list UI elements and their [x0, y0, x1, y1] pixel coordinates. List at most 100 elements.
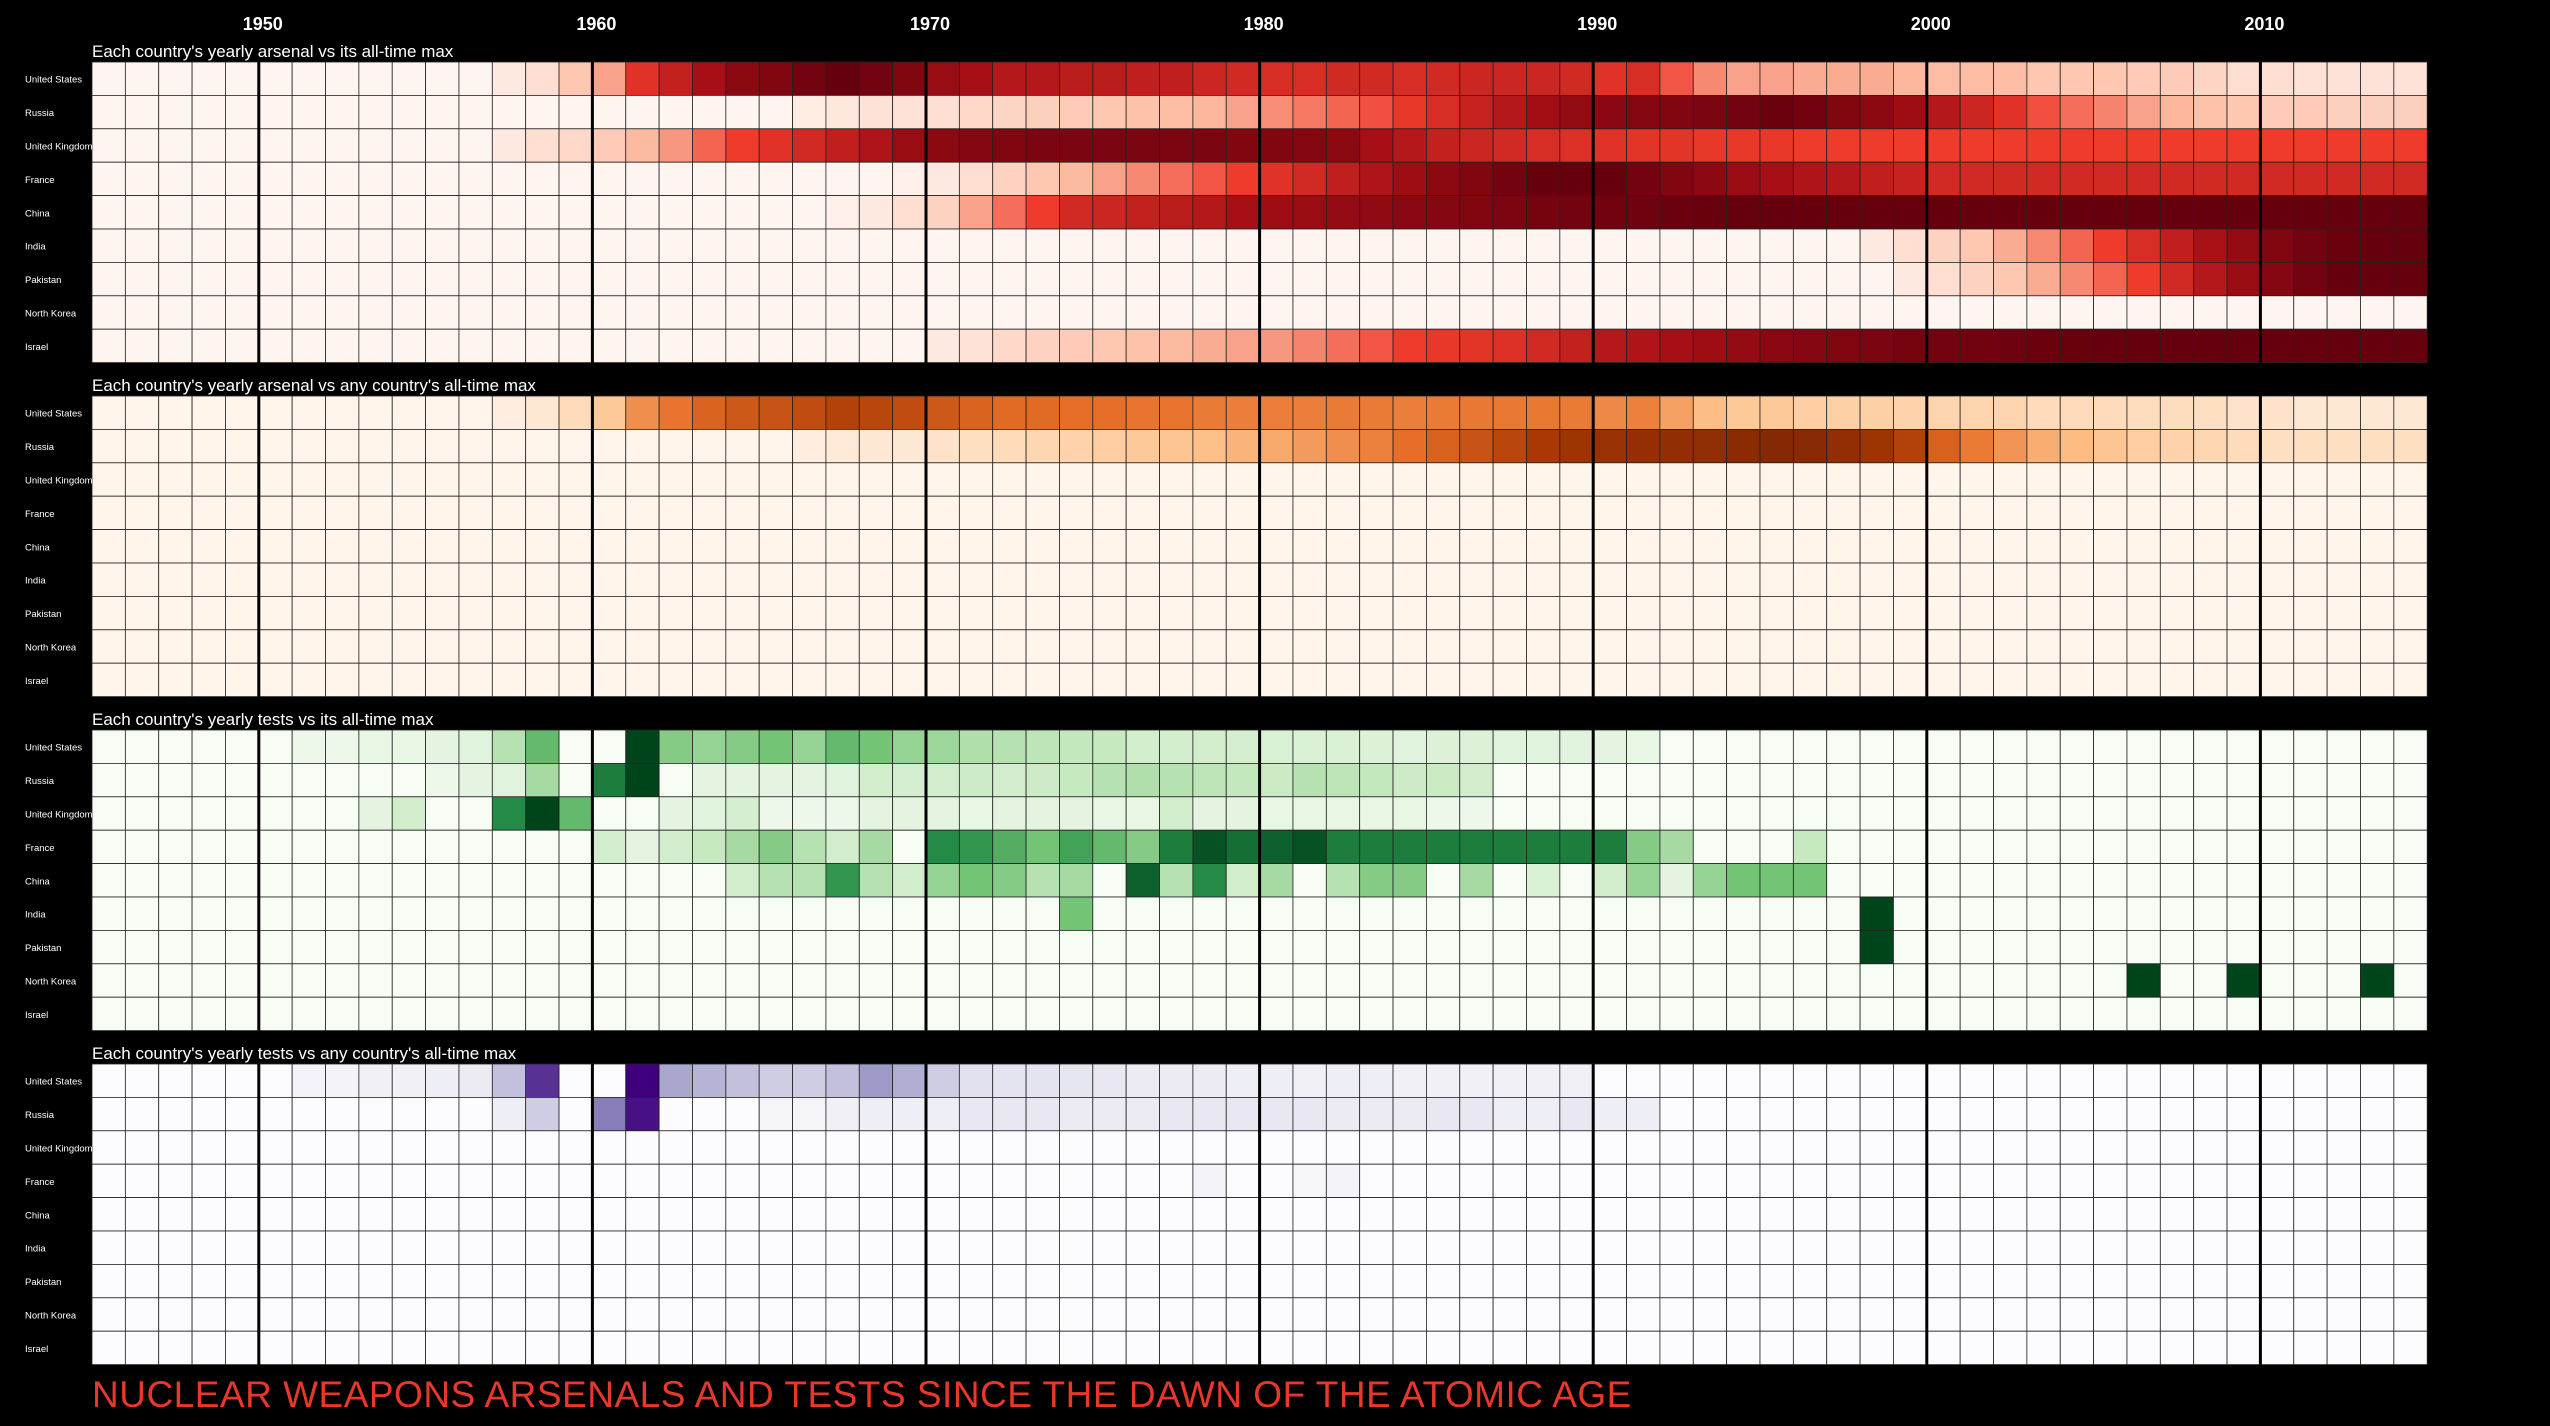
heatmap-cell	[525, 796, 560, 831]
heatmap-cell	[1092, 562, 1127, 597]
heatmap-cell	[2226, 1063, 2261, 1098]
decade-label: 1990	[1577, 14, 1617, 34]
heatmap-cell	[758, 1063, 793, 1098]
heatmap-cell	[1259, 228, 1294, 263]
heatmap-cell	[1325, 128, 1361, 163]
heatmap-cell	[1025, 428, 1060, 464]
heatmap-cell	[158, 1230, 193, 1265]
heatmap-cell	[258, 261, 293, 297]
heatmap-cell	[1526, 963, 1561, 998]
heatmap-cell	[1492, 395, 1527, 430]
heatmap-cell	[1492, 462, 1527, 497]
heatmap-cell	[858, 796, 894, 831]
heatmap-cell	[1559, 763, 1594, 798]
heatmap-cell	[792, 863, 827, 898]
heatmap-cell	[925, 963, 960, 998]
heatmap-cell	[291, 1230, 326, 1265]
heatmap-cell	[692, 796, 727, 831]
heatmap-cell	[625, 662, 660, 698]
heatmap-cell	[1759, 963, 1794, 998]
heatmap-cell	[1259, 395, 1294, 430]
heatmap-cell	[592, 1163, 627, 1198]
heatmap-cell	[725, 128, 760, 163]
heatmap-cell	[892, 395, 927, 430]
heatmap-cell	[1526, 228, 1561, 263]
heatmap-cell	[2126, 1097, 2161, 1132]
heatmap-cell	[2226, 1330, 2261, 1365]
heatmap-cell	[391, 428, 426, 464]
heatmap-cell	[825, 529, 860, 564]
heatmap-cell	[925, 328, 960, 364]
heatmap-cell	[1893, 128, 1928, 163]
heatmap-cell	[225, 963, 260, 998]
heatmap-cell	[124, 662, 160, 698]
heatmap-cell	[1592, 763, 1627, 798]
heatmap-cell	[2059, 629, 2094, 664]
heatmap-cell	[1893, 930, 1928, 965]
heatmap-cell	[892, 930, 927, 965]
heatmap-cell	[1959, 128, 1994, 163]
heatmap-cell	[1359, 261, 1394, 297]
heatmap-cell	[2326, 963, 2361, 998]
heatmap-cell	[2226, 161, 2261, 196]
heatmap-cell	[2326, 863, 2361, 898]
heatmap-cell	[1426, 529, 1461, 564]
heatmap-cell	[1259, 596, 1294, 631]
heatmap-cell	[1125, 1230, 1160, 1265]
heatmap-cell	[2126, 829, 2161, 865]
heatmap-cell	[258, 128, 293, 163]
heatmap-cell	[2293, 963, 2328, 998]
heatmap-cell	[458, 328, 493, 364]
heatmap-cell	[1726, 763, 1761, 798]
heatmap-cell	[2360, 829, 2395, 865]
heatmap-cell	[358, 61, 393, 96]
heatmap-cell	[1325, 596, 1361, 631]
heatmap-cell	[124, 228, 160, 263]
heatmap-cell	[2259, 261, 2295, 297]
heatmap-cell	[1225, 562, 1260, 597]
heatmap-cell	[2059, 1063, 2094, 1098]
heatmap-cell	[2226, 729, 2261, 764]
heatmap-cell	[958, 61, 994, 96]
heatmap-cell	[258, 1297, 293, 1332]
heatmap-cell	[358, 95, 393, 130]
heatmap-cell	[2226, 629, 2261, 664]
heatmap-cell	[1192, 863, 1227, 898]
heatmap-cell	[1325, 996, 1361, 1032]
heatmap-cell	[1859, 228, 1894, 263]
heatmap-cell	[2293, 1163, 2328, 1198]
heatmap-cell	[191, 562, 226, 597]
heatmap-cell	[2326, 1264, 2361, 1299]
heatmap-cell	[458, 796, 493, 831]
heatmap-cell	[1025, 829, 1060, 865]
heatmap-cell	[825, 495, 860, 531]
heatmap-cell	[2126, 729, 2161, 764]
heatmap-cell	[2326, 662, 2361, 698]
heatmap-cell	[1826, 128, 1861, 163]
heatmap-cell	[2093, 729, 2128, 764]
heatmap-cell	[391, 596, 426, 631]
heatmap-cell	[1893, 1297, 1928, 1332]
heatmap-cell	[491, 662, 527, 698]
heatmap-cell	[1092, 763, 1127, 798]
heatmap-cell	[325, 328, 360, 364]
heatmap-cell	[2126, 1063, 2161, 1098]
heatmap-cell	[1459, 796, 1494, 831]
heatmap-cell	[1059, 662, 1094, 698]
heatmap-cell	[658, 863, 693, 898]
heatmap-cell	[2326, 596, 2361, 631]
heatmap-cell	[2093, 662, 2128, 698]
heatmap-cell	[425, 863, 460, 898]
heatmap-cell	[2026, 195, 2061, 230]
heatmap-cell	[525, 529, 560, 564]
heatmap-cell	[1592, 1097, 1627, 1132]
heatmap-cell	[1125, 1197, 1160, 1232]
heatmap-cell	[1659, 1330, 1694, 1365]
heatmap-cell	[2193, 1163, 2228, 1198]
heatmap-cell	[358, 161, 393, 196]
heatmap-cell	[558, 161, 593, 196]
heatmap-cell	[1225, 1063, 1260, 1098]
heatmap-cell	[91, 963, 126, 998]
heatmap-cell	[725, 1330, 760, 1365]
row-label: North Korea	[25, 977, 77, 988]
